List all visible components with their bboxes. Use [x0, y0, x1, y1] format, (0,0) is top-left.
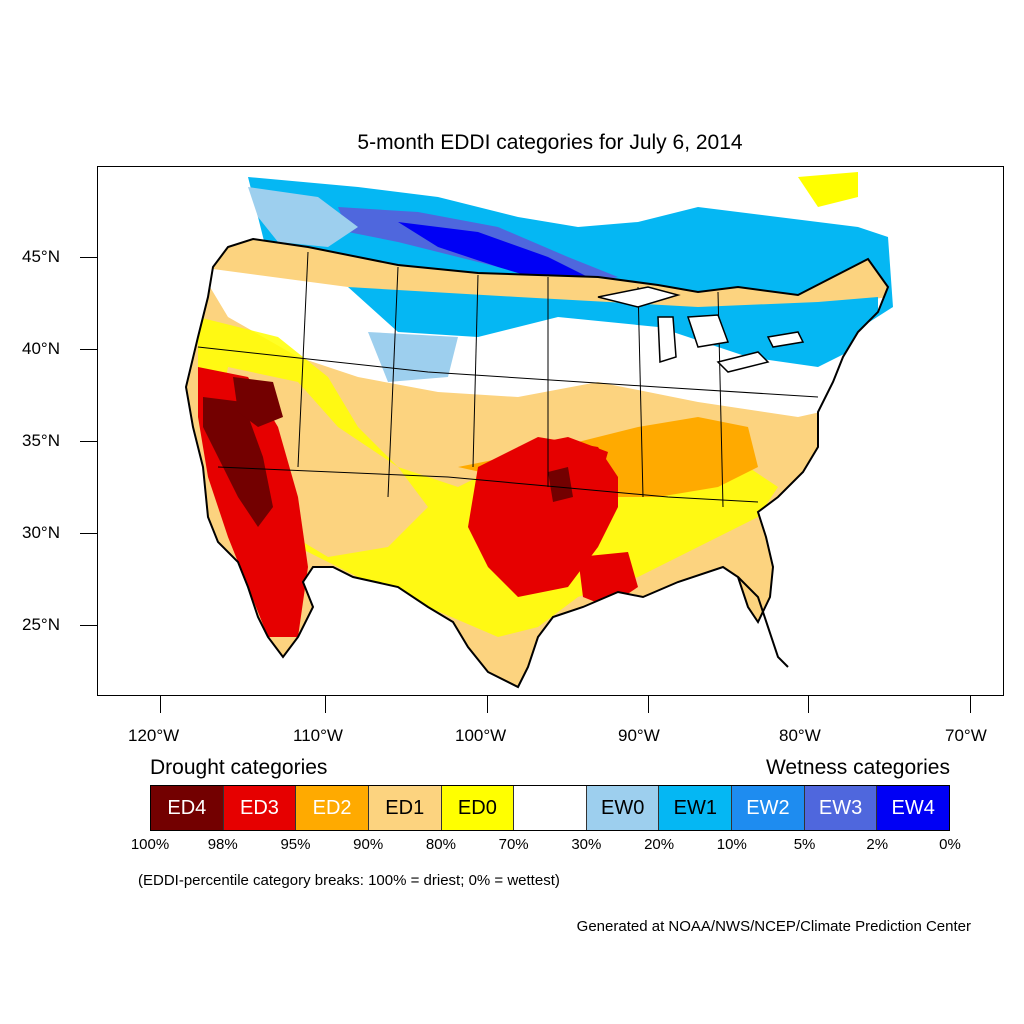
ed3-region-ks [518, 437, 608, 497]
category-note: (EDDI-percentile category breaks: 100% =… [138, 872, 560, 889]
ed4-region-ok [548, 467, 573, 502]
ed0-region-quebec [798, 172, 858, 207]
legend-break-label: 98% [207, 836, 238, 853]
lat-tick-35 [80, 441, 97, 442]
ew0-region-central [368, 332, 458, 382]
lon-tick-80 [808, 696, 809, 713]
legend-break-label: 5% [793, 836, 816, 853]
legend-cell-ew0: EW0 [586, 786, 660, 830]
lon-tick-100 [487, 696, 488, 713]
legend-break-label: 2% [866, 836, 889, 853]
legend-colorbar: ED4 ED3 ED2 ED1 ED0 EW0 EW1 EW2 EW3 EW4 [150, 785, 950, 831]
lat-label-30: 30°N [22, 523, 60, 542]
us-border [184, 237, 890, 689]
legend-breaks: 100% 98% 95% 90% 80% 70% 30% 20% 10% 5% 2% 0% [0, 836, 1024, 856]
legend-break-label: 30% [571, 836, 602, 853]
lon-tick-110 [325, 696, 326, 713]
legend-cell-ed0: ED0 [441, 786, 515, 830]
state-lines [197, 251, 819, 508]
ew0-region-nw [248, 187, 358, 247]
lon-label-120: 120°W [128, 726, 180, 745]
lat-tick-45 [80, 257, 97, 258]
lat-tick-30 [80, 533, 97, 534]
eddi-map-graphic [184, 172, 893, 689]
lat-label-40: 40°N [22, 339, 60, 358]
legend-cell-ew1: EW1 [659, 786, 733, 830]
legend-break-label: 95% [280, 836, 311, 853]
legend-break-label: 90% [353, 836, 384, 853]
lon-label-110: 110°W [293, 726, 343, 745]
lon-label-80: 80°W [779, 726, 821, 745]
legend-cell-ed4: ED4 [151, 786, 224, 830]
legend-break-label: 80% [425, 836, 456, 853]
wetness-heading: Wetness categories [765, 756, 950, 779]
legend-break-label: 0% [939, 836, 961, 853]
lat-label-25: 25°N [22, 615, 60, 634]
legend-break-label: 70% [498, 836, 529, 853]
credit-line: Generated at NOAA/NWS/NCEP/Climate Predi… [576, 918, 971, 935]
legend-break-label: 10% [716, 836, 747, 853]
map-title: 5-month EDDI categories for July 6, 2014 [357, 131, 743, 154]
legend-cell-ew4: EW4 [877, 786, 950, 830]
ew1-region [348, 287, 878, 367]
lon-label-90: 90°W [618, 726, 660, 745]
legend-break-label: 100% [130, 836, 170, 853]
lon-tick-90 [648, 696, 649, 713]
lon-tick-70 [970, 696, 971, 713]
legend-break-label: 20% [644, 836, 675, 853]
legend-cell-ed3: ED3 [223, 786, 297, 830]
legend-cell-ew3: EW3 [804, 786, 878, 830]
great-lakes [597, 286, 805, 373]
drought-heading: Drought categories [150, 756, 328, 779]
lat-label-45: 45°N [22, 247, 60, 266]
legend-cell-ed2: ED2 [296, 786, 369, 830]
legend-cell-ed1: ED1 [368, 786, 442, 830]
lon-label-100: 100°W [455, 726, 507, 745]
ed4-region-nv [233, 377, 283, 427]
ed4-region-ca [203, 397, 273, 527]
florida-coast [737, 576, 789, 668]
ew4-region [398, 222, 598, 285]
lat-tick-25 [80, 625, 97, 626]
lat-tick-40 [80, 349, 97, 350]
lon-tick-120 [160, 696, 161, 713]
legend-cell-ew2: EW2 [732, 786, 805, 830]
legend-cell-neutral [514, 786, 587, 830]
lon-label-70: 70°W [945, 726, 987, 745]
map-panel [97, 166, 1004, 696]
lat-label-35: 35°N [22, 431, 60, 450]
